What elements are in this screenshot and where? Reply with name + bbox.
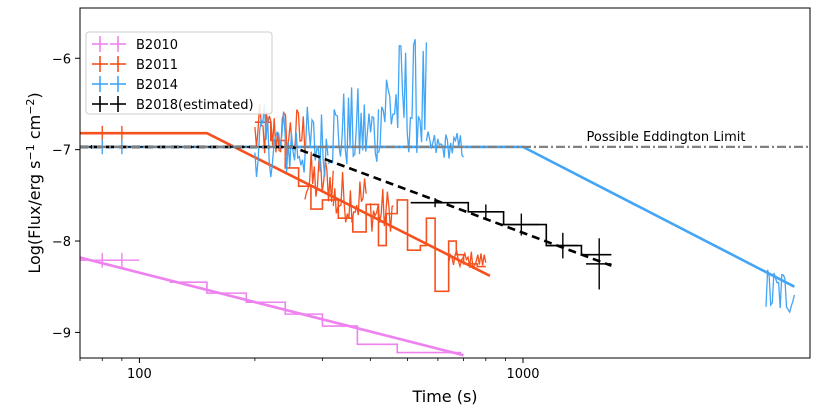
y-axis-label-part-3: ) [25, 92, 44, 98]
legend-label-b2010: B2010 [136, 38, 178, 53]
axes-layer: 100 1000 −6 −7 −8 −9 [52, 52, 540, 382]
series-noisy-segment-2-1 [327, 87, 380, 165]
plot-frame [79, 7, 811, 359]
x-tick-label-1: 1000 [506, 367, 539, 382]
legend-label-b2014: B2014 [136, 78, 178, 93]
series-noisy-segment-1-3 [369, 188, 394, 232]
x-tick-label-0: 100 [127, 367, 152, 382]
series-fit-line-0 [80, 256, 464, 357]
series-noisy-segment-1-0 [254, 104, 306, 156]
series-steps-3 [410, 201, 612, 256]
series-b2010 [80, 252, 464, 357]
y-tick-label-2: −8 [52, 235, 71, 250]
legend-label-b2018-estimated-: B2018(estimated) [136, 98, 254, 113]
legend: B2010 B2011 B2014 B2018(estimated) [85, 31, 273, 115]
eddington-label: Possible Eddington Limit [587, 130, 746, 145]
y-axis-label-part-1: Log(Flux/erg s [25, 160, 44, 273]
y-axis-label-sup-2: −2 [24, 99, 37, 115]
legend-box [85, 31, 273, 115]
series-steps-1 [254, 121, 486, 293]
y-axis-label-sup-1: −1 [24, 144, 37, 160]
y-tick-label-3: −9 [52, 326, 71, 341]
series-fit-line-1 [80, 131, 491, 277]
y-tick-label-1: −7 [52, 144, 71, 159]
y-tick-label-0: −6 [52, 52, 71, 67]
series-noisy-segment-2-2 [377, 39, 428, 154]
series-noisy-segment-1-4 [448, 250, 487, 270]
y-axis-label: Log(Flux/erg s−1 cm−2) [24, 92, 44, 273]
series-b2011 [80, 104, 491, 293]
series-noisy-segment-2-4 [765, 269, 796, 314]
legend-label-b2011: B2011 [136, 58, 178, 73]
y-axis-label-part-2: cm [25, 115, 44, 144]
x-axis-label: Time (s) [411, 387, 477, 406]
